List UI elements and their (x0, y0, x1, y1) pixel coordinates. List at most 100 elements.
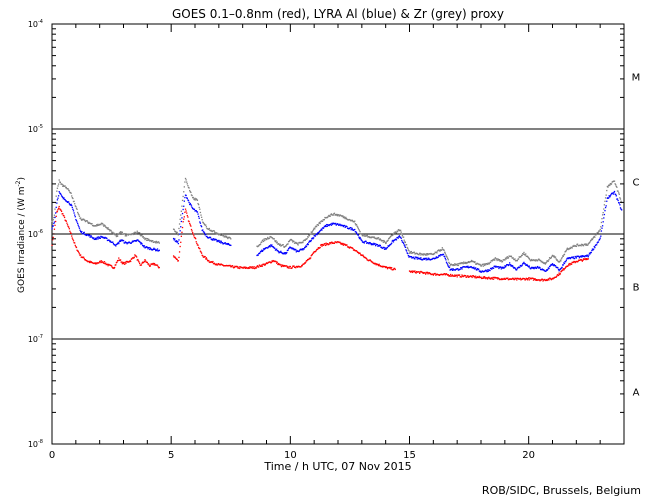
data-point (487, 270, 489, 273)
data-point (145, 237, 147, 240)
data-point (563, 269, 565, 271)
data-point (68, 203, 70, 205)
data-point (63, 216, 66, 219)
data-point (271, 244, 273, 246)
data-point (423, 257, 425, 260)
data-point (308, 241, 310, 244)
data-point (396, 231, 399, 233)
data-point (108, 228, 110, 231)
data-point (427, 258, 429, 261)
data-point (55, 215, 57, 218)
data-point (541, 260, 543, 263)
data-point (130, 242, 132, 244)
data-point (198, 206, 200, 209)
data-point (606, 189, 608, 192)
data-point (580, 245, 582, 247)
data-point (532, 277, 534, 279)
data-point (366, 234, 368, 237)
data-point (390, 268, 392, 270)
data-point (492, 267, 495, 269)
data-point (339, 223, 341, 225)
data-point (255, 267, 258, 269)
data-point (532, 279, 535, 281)
data-point (363, 242, 365, 244)
data-point (293, 265, 295, 267)
data-point (79, 229, 81, 231)
data-point (252, 267, 255, 269)
data-point (356, 233, 358, 235)
data-point (550, 256, 553, 259)
data-point (259, 243, 262, 245)
data-point (373, 236, 376, 238)
data-point (57, 183, 60, 185)
data-point (413, 271, 415, 273)
data-point (182, 195, 184, 198)
data-point (597, 232, 599, 234)
data-point (261, 250, 264, 252)
data-point (70, 192, 72, 194)
data-point (180, 235, 182, 237)
data-point (244, 266, 246, 268)
data-point (277, 250, 279, 252)
data-point (567, 265, 569, 267)
data-point (613, 191, 615, 194)
data-point (342, 225, 345, 228)
data-point (486, 269, 489, 271)
data-point (127, 233, 129, 235)
data-point (264, 239, 266, 242)
data-point (398, 235, 401, 237)
data-point (478, 275, 480, 278)
data-point (93, 237, 95, 239)
data-point (57, 185, 59, 187)
data-point (99, 236, 101, 238)
data-point (306, 237, 308, 240)
data-point (562, 269, 564, 271)
data-point (208, 259, 210, 262)
data-point (610, 183, 613, 185)
data-point (449, 265, 451, 267)
data-point (89, 236, 91, 238)
data-point (75, 207, 78, 209)
data-point (388, 266, 390, 269)
data-point (557, 267, 559, 269)
data-point (457, 263, 459, 265)
data-point (377, 263, 379, 266)
data-point (560, 270, 563, 272)
data-point (225, 236, 227, 238)
data-point (528, 257, 530, 259)
data-point (110, 231, 113, 233)
data-point (194, 237, 197, 240)
data-point (511, 265, 514, 267)
data-point (486, 271, 488, 273)
data-point (188, 220, 190, 223)
data-point (194, 237, 196, 239)
data-point (51, 239, 54, 241)
data-point (316, 233, 318, 236)
data-point (593, 248, 595, 250)
data-point (220, 240, 222, 242)
data-point (445, 254, 447, 256)
data-point (183, 186, 185, 188)
data-point (378, 244, 380, 246)
data-point (565, 259, 567, 262)
data-point (335, 224, 337, 226)
data-point (136, 256, 138, 258)
data-point (107, 227, 109, 229)
data-point (214, 262, 216, 265)
data-point (317, 248, 319, 250)
data-point (296, 242, 298, 244)
data-point (527, 278, 529, 280)
data-point (179, 218, 181, 221)
data-point (158, 241, 160, 243)
data-point (56, 199, 59, 201)
data-point (598, 238, 601, 241)
data-point (251, 266, 253, 268)
data-point (178, 233, 181, 235)
data-point (229, 264, 231, 267)
data-point (385, 266, 387, 269)
data-point (600, 221, 603, 224)
data-point (176, 258, 178, 261)
data-point (594, 246, 596, 249)
data-point (57, 195, 60, 197)
